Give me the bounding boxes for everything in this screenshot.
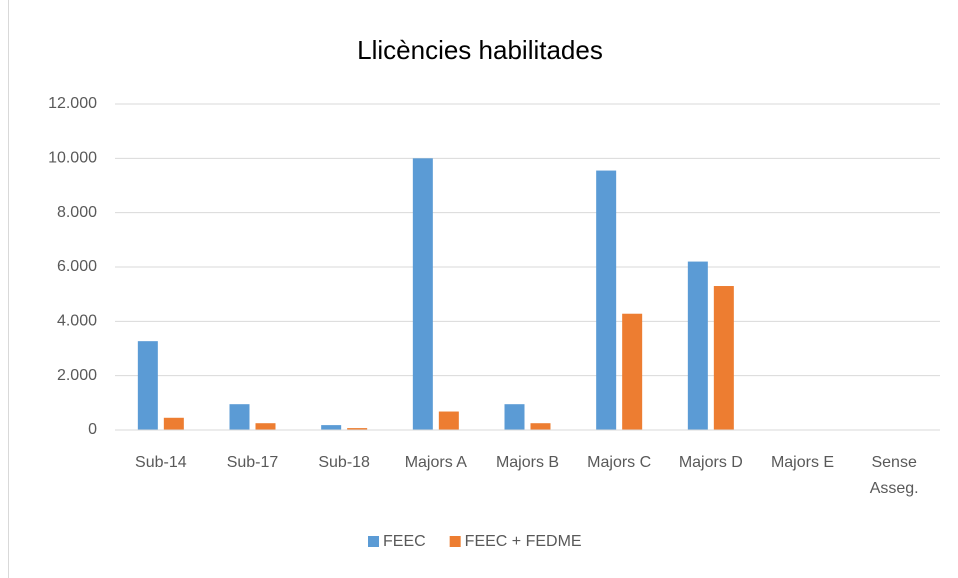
x-tick-label: Majors D — [679, 454, 743, 471]
y-tick-label: 2.000 — [57, 367, 97, 384]
y-tick-label: 10.000 — [48, 150, 97, 167]
legend-swatch — [449, 536, 461, 547]
chart-border — [8, 0, 958, 578]
bar — [255, 423, 276, 430]
legend-label: FEEC + FEDME — [465, 533, 582, 550]
y-tick-label: 8.000 — [57, 204, 97, 221]
x-tick-label: Majors E — [771, 454, 834, 471]
y-tick-label: 4.000 — [57, 313, 97, 330]
bar — [347, 428, 368, 430]
bar — [687, 261, 708, 430]
bar — [622, 313, 643, 430]
legend-swatch — [368, 536, 379, 547]
bar — [412, 158, 433, 431]
chart-title: Llicències habilitades — [357, 35, 603, 65]
y-tick-label: 6.000 — [57, 258, 97, 275]
bar — [438, 411, 459, 430]
bar — [321, 425, 342, 430]
legend-label: FEEC — [383, 533, 426, 550]
x-tick-label: Majors C — [587, 454, 651, 471]
x-tick-label: Sense Asseg. — [870, 454, 919, 497]
bar — [713, 286, 734, 430]
y-tick-label: 12.000 — [48, 95, 97, 112]
bar — [596, 170, 617, 430]
bar — [504, 404, 525, 430]
bar — [530, 423, 551, 430]
bar — [137, 341, 158, 430]
x-tick-label: Majors A — [405, 454, 468, 471]
x-tick-label: Sub-18 — [318, 454, 370, 471]
bar — [163, 417, 184, 430]
y-tick-label: 0 — [88, 421, 97, 438]
x-tick-label: Majors B — [496, 454, 559, 471]
x-tick-label: Sub-17 — [227, 454, 279, 471]
x-tick-label: Sub-14 — [135, 454, 187, 471]
bar — [229, 404, 250, 430]
